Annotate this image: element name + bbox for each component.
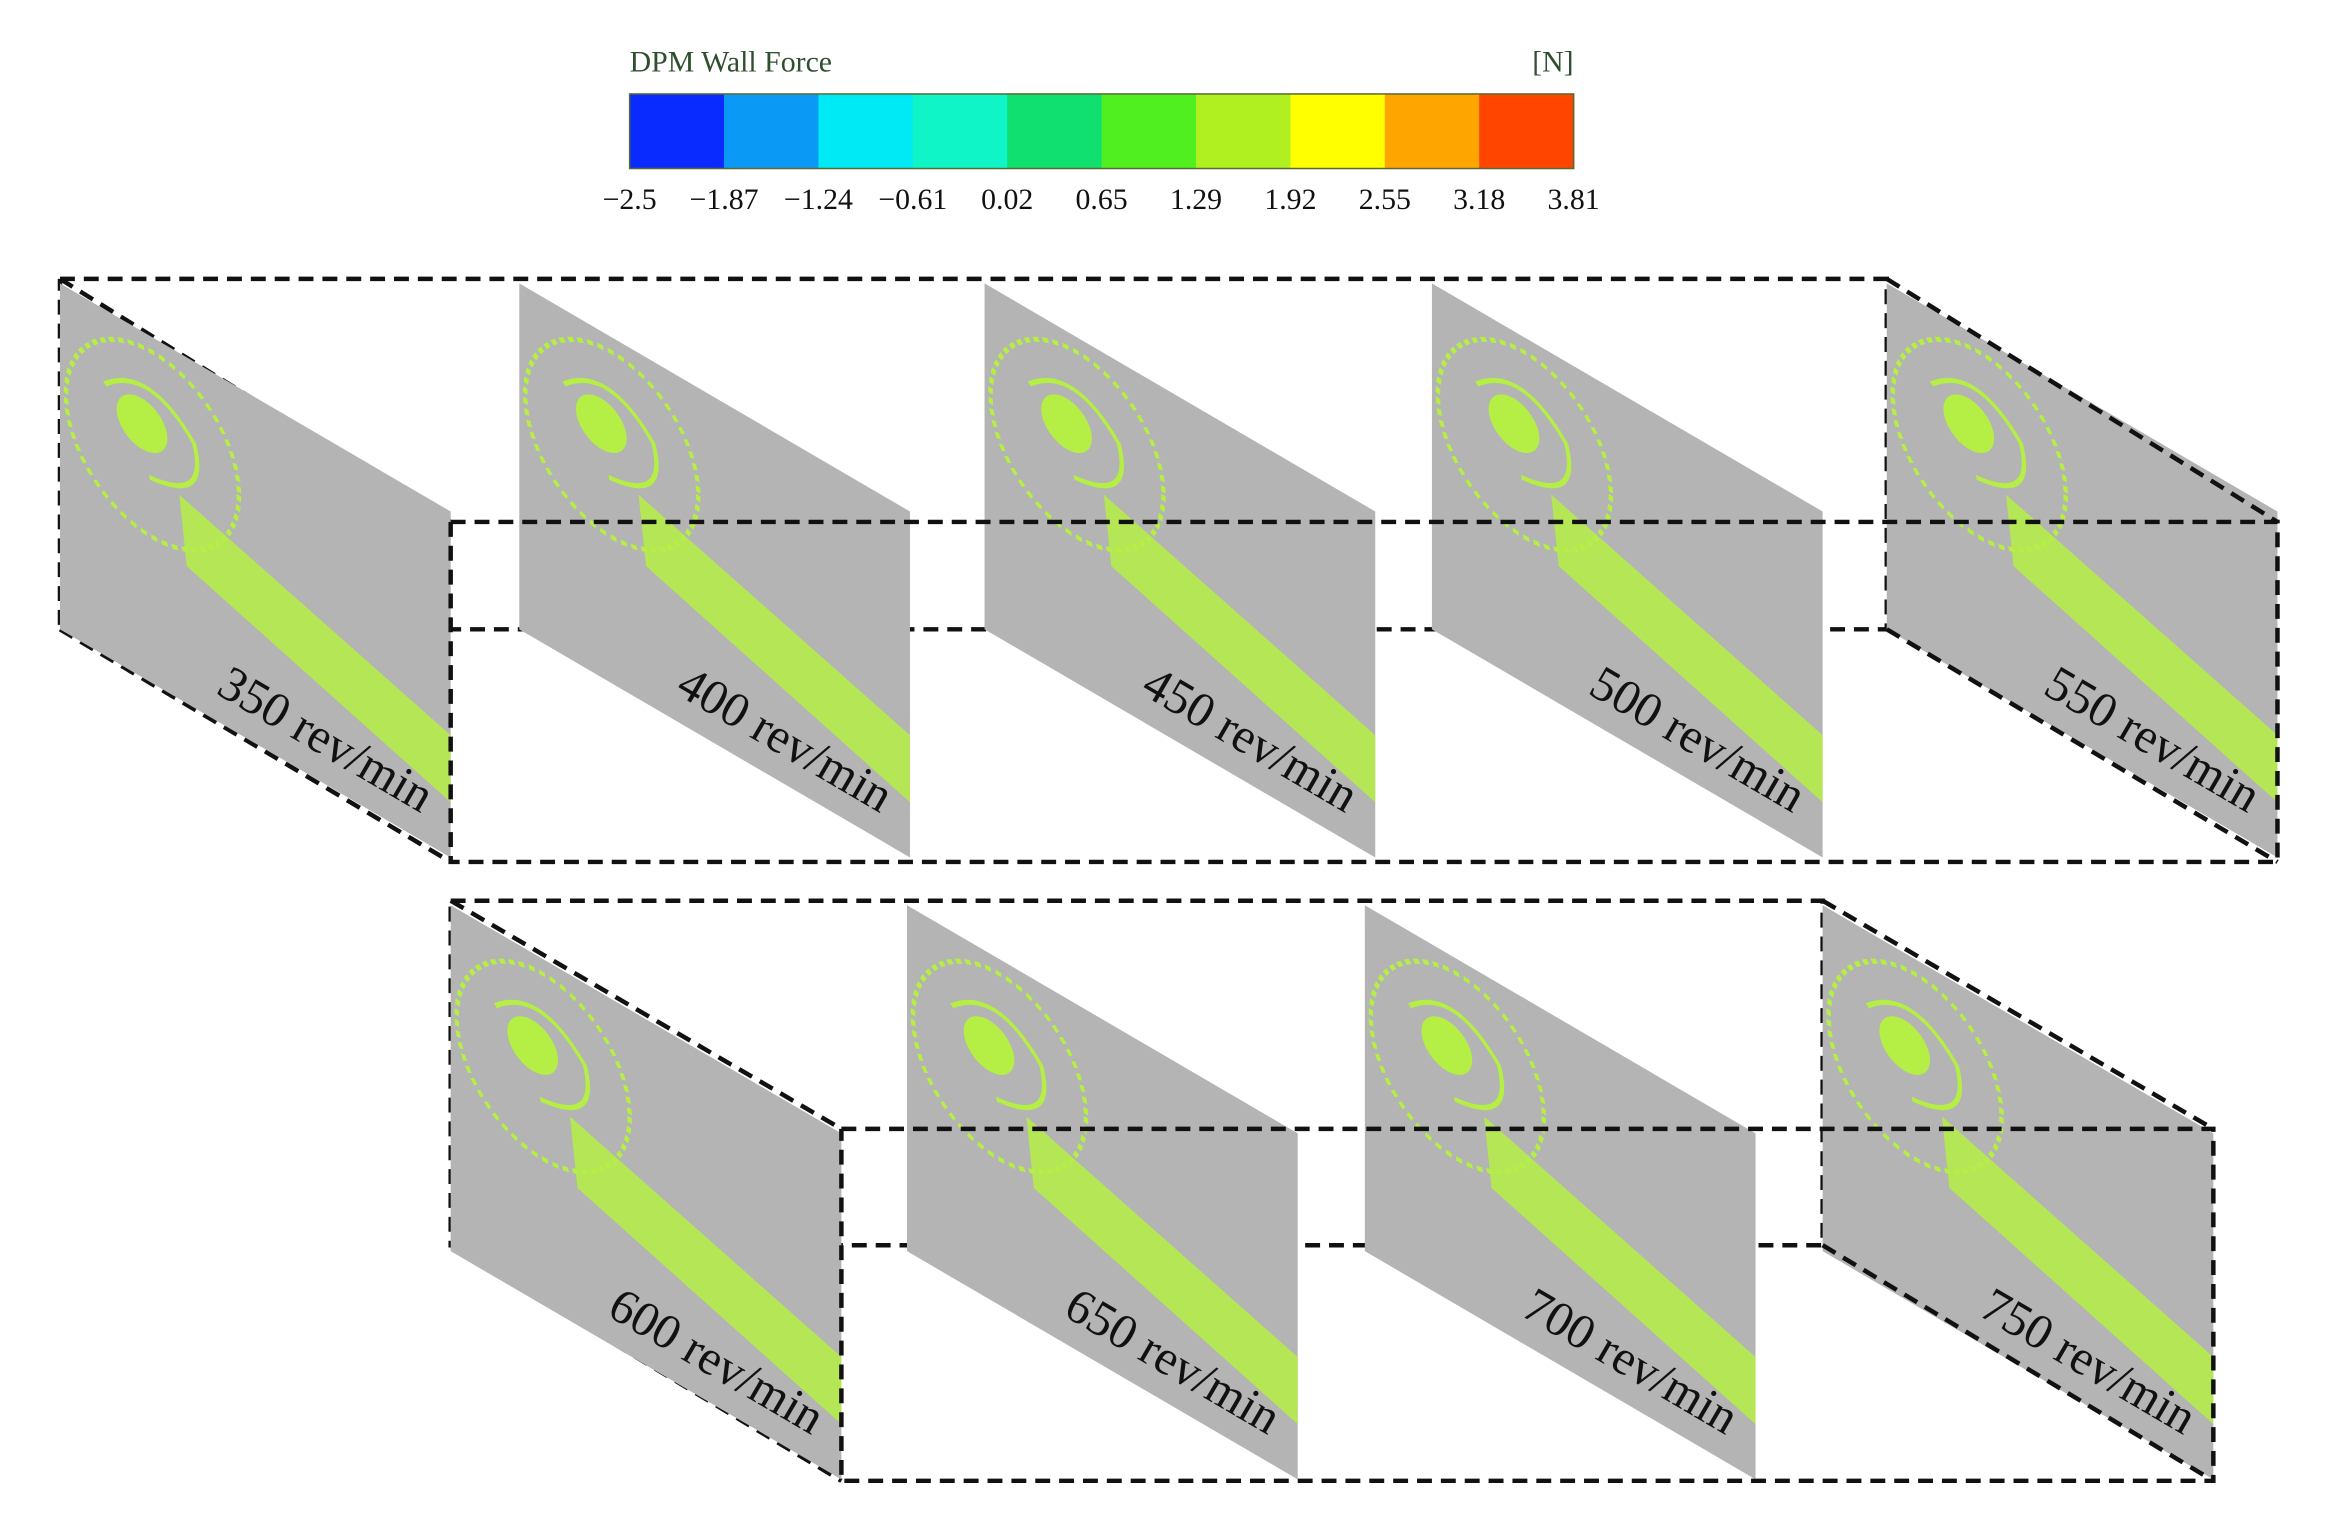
swirl: [950, 999, 1047, 1111]
panel: [1431, 283, 1823, 858]
colorbar-tick-label: 1.29: [1170, 183, 1222, 216]
dashed-frame: [448, 519, 2280, 865]
color-swatch: [912, 93, 1008, 169]
color-swatch: [1196, 93, 1292, 169]
dashed-frame: [1885, 276, 2279, 524]
impeller-blob: [1488, 394, 1540, 454]
impeller-blob: [963, 1016, 1015, 1075]
color-swatch: [1101, 93, 1197, 169]
colorbar-border: [628, 93, 1575, 170]
panel: [1886, 283, 2278, 858]
volute-outline: [1368, 958, 1547, 1175]
outlet-stream: [1941, 1116, 2214, 1425]
colorbar-tick-label: −0.61: [878, 183, 947, 216]
colorbar: −2.5 −1.87 −1.24 −0.61 0.02 0.65 1.29 1.92 2.55 3…: [603, 93, 1600, 216]
colorbar-title: DPM Wall Force: [630, 46, 832, 79]
colorbar-tick-label: 0.65: [1076, 183, 1128, 216]
outlet-stream: [638, 494, 910, 803]
outlet-stream: [1103, 494, 1376, 803]
swirl: [493, 999, 591, 1111]
swirl: [1027, 377, 1124, 489]
panel: [450, 905, 842, 1480]
color-swatch: [818, 93, 914, 169]
volute-outline: [454, 958, 632, 1175]
color-swatch: [1479, 93, 1575, 169]
colorbar-tick-label: −1.87: [690, 183, 759, 216]
panel: [907, 905, 1298, 1480]
dashed-frame: [839, 1126, 2216, 1484]
outlet-stream: [2006, 494, 2278, 803]
swirl: [1475, 377, 1572, 489]
volute-outline: [1826, 958, 2004, 1175]
swirl: [103, 377, 200, 489]
impeller-blob: [575, 394, 627, 454]
colorbar-tick-label: 0.02: [981, 183, 1033, 216]
colorbar-tick-label: 2.55: [1359, 183, 1411, 216]
colorbar-tick-label: 3.81: [1548, 183, 1600, 216]
front-frames: [448, 276, 2280, 1484]
swirl: [1407, 999, 1505, 1111]
colorbar-tick-label: 1.92: [1264, 183, 1316, 216]
colorbar-unit: [N]: [1532, 46, 1573, 79]
dashed-frame: [1885, 627, 2279, 864]
dashed-frame: [449, 898, 843, 1131]
color-swatch: [1007, 93, 1103, 169]
color-swatch: [629, 93, 725, 169]
colorbar-tick-label: −2.5: [603, 183, 657, 216]
impeller-blob: [507, 1016, 559, 1075]
color-swatch: [1384, 93, 1480, 169]
colorbar-tick-label: 3.18: [1453, 183, 1505, 216]
color-swatch: [1290, 93, 1386, 169]
panel: [1364, 905, 1756, 1480]
outlet-stream: [179, 494, 451, 803]
outlet-stream: [569, 1116, 842, 1425]
impeller-blob: [1943, 394, 1995, 454]
swirl: [1865, 999, 1963, 1111]
panel: [1822, 905, 2214, 1480]
panel: [59, 283, 451, 858]
outlet-stream: [1551, 494, 1823, 803]
volute-outline: [910, 958, 1089, 1175]
panel: [984, 283, 1376, 858]
color-swatch: [724, 93, 820, 169]
panel: [519, 283, 910, 858]
dashed-frame: [1821, 1243, 2215, 1483]
outlet-stream: [1026, 1116, 1298, 1425]
impeller-blob: [116, 394, 168, 454]
colorbar-tick-label: −1.24: [784, 183, 853, 216]
impeller-blob: [1041, 394, 1092, 454]
impeller-blob: [1421, 1016, 1473, 1075]
outlet-stream: [1484, 1116, 1756, 1425]
panels: 350 rev/min 400 rev/min 450 rev/min 500 rev…: [59, 283, 2278, 1480]
impeller-blob: [1879, 1016, 1931, 1075]
dashed-frame: [58, 627, 452, 864]
swirl: [1929, 377, 2027, 489]
swirl: [562, 377, 659, 489]
dashed-frame: [1821, 898, 2215, 1131]
